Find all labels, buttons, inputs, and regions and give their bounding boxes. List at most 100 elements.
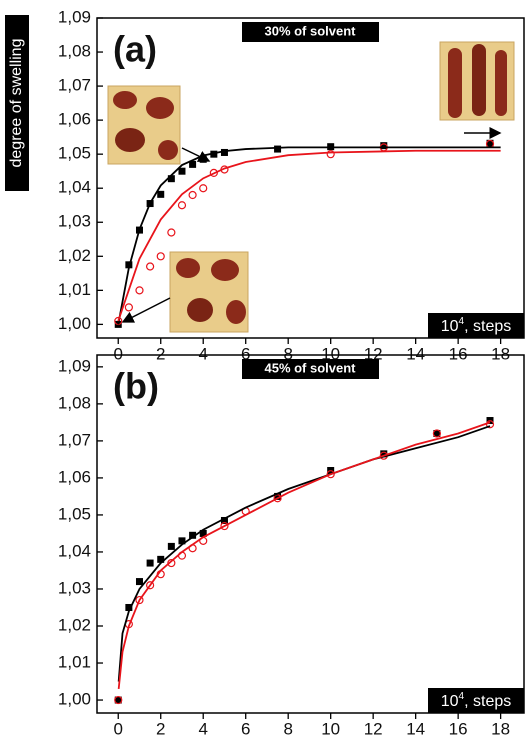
x-tick-label: 0 bbox=[114, 344, 123, 363]
x-label: 104, steps bbox=[441, 691, 512, 711]
square-marker bbox=[274, 145, 282, 153]
y-tick-label: 1,06 bbox=[58, 110, 91, 129]
fit-line bbox=[117, 425, 491, 682]
x-label-part: 4 bbox=[459, 691, 465, 702]
y-tick-label: 1,03 bbox=[58, 212, 91, 231]
y-label-box bbox=[5, 15, 29, 191]
y-tick-label: 1,03 bbox=[58, 578, 91, 597]
y-tick-label: 1,08 bbox=[58, 393, 91, 412]
circle-marker bbox=[114, 316, 123, 326]
square-marker bbox=[114, 696, 122, 704]
y-tick-label: 1,07 bbox=[58, 430, 91, 449]
circle-marker bbox=[177, 201, 187, 210]
x-tick-label: 6 bbox=[241, 344, 250, 363]
fit-line bbox=[117, 149, 501, 322]
y-tick-label: 1,04 bbox=[58, 178, 91, 197]
x-label: 104, steps bbox=[441, 316, 512, 336]
y-tick-label: 1,08 bbox=[58, 42, 91, 61]
x-tick-label: 12 bbox=[364, 719, 383, 738]
square-marker bbox=[199, 529, 207, 537]
x-label-part: , steps bbox=[464, 693, 511, 710]
y-tick-label: 1,09 bbox=[58, 7, 91, 26]
square-marker bbox=[199, 155, 207, 163]
x-tick-label: 18 bbox=[491, 344, 510, 363]
x-tick-label: 4 bbox=[198, 719, 207, 738]
x-tick-label: 2 bbox=[156, 719, 165, 738]
square-marker bbox=[486, 139, 494, 147]
annotation: 30% of solvent bbox=[264, 23, 356, 38]
circle-marker bbox=[156, 252, 165, 261]
circle-marker bbox=[326, 150, 335, 159]
fit-line bbox=[117, 421, 491, 690]
y-tick-label: 1,05 bbox=[58, 504, 91, 523]
x-tick-label: 2 bbox=[156, 344, 165, 363]
square-marker bbox=[167, 175, 175, 183]
square-marker bbox=[189, 531, 197, 539]
square-marker bbox=[380, 142, 388, 150]
y-tick-label: 1,04 bbox=[58, 541, 91, 560]
circle-marker bbox=[146, 262, 155, 271]
y-tick-label: 1,06 bbox=[58, 467, 91, 486]
square-marker bbox=[157, 190, 165, 198]
circle-marker bbox=[432, 429, 442, 438]
x-tick-label: 16 bbox=[449, 719, 468, 738]
y-tick-label: 1,02 bbox=[58, 246, 91, 265]
fit-line bbox=[117, 146, 501, 325]
x-label-part: 10 bbox=[441, 318, 459, 335]
square-marker bbox=[189, 160, 197, 168]
x-tick-label: 0 bbox=[114, 719, 123, 738]
circle-marker bbox=[188, 190, 197, 200]
circle-marker bbox=[273, 494, 282, 503]
y-tick-label: 1,02 bbox=[58, 615, 91, 634]
circle-marker bbox=[167, 558, 176, 568]
x-label-part: 10 bbox=[441, 693, 459, 710]
circle-marker bbox=[135, 595, 144, 605]
square-marker bbox=[274, 492, 282, 500]
square-marker bbox=[178, 167, 186, 175]
x-tick-label: 4 bbox=[198, 344, 207, 363]
x-tick-label: 12 bbox=[364, 344, 383, 363]
circle-marker bbox=[124, 303, 133, 312]
square-marker bbox=[167, 542, 175, 550]
x-tick-label: 8 bbox=[283, 719, 292, 738]
y-label: degree of swelling bbox=[8, 39, 25, 168]
annotation-box bbox=[242, 22, 379, 42]
circle-marker bbox=[135, 286, 144, 295]
x-tick-label: 16 bbox=[449, 344, 468, 363]
circle-marker bbox=[167, 228, 176, 237]
x-label-part: 4 bbox=[459, 316, 465, 327]
circle-marker bbox=[146, 581, 155, 590]
y-tick-label: 1,07 bbox=[58, 76, 91, 95]
circle-marker bbox=[199, 184, 208, 193]
y-tick-label: 1,05 bbox=[58, 144, 91, 163]
annotation-box bbox=[242, 359, 379, 379]
x-tick-label: 8 bbox=[283, 344, 292, 363]
square-marker bbox=[178, 537, 186, 545]
plot-frame bbox=[96, 17, 525, 339]
x-label-box bbox=[428, 313, 524, 338]
square-marker bbox=[380, 450, 388, 458]
square-marker bbox=[220, 148, 228, 156]
x-tick-label: 10 bbox=[321, 344, 340, 363]
circle-marker bbox=[209, 168, 218, 177]
y-tick-label: 1,01 bbox=[58, 280, 91, 299]
y-tick-label: 1,01 bbox=[58, 653, 91, 672]
plot-frame bbox=[96, 354, 525, 714]
panel-label: (a) bbox=[113, 29, 157, 70]
square-marker bbox=[125, 603, 133, 611]
cube-inset bbox=[107, 41, 515, 333]
y-tick-label: 1,00 bbox=[58, 690, 91, 709]
x-tick-label: 18 bbox=[491, 719, 510, 738]
square-marker bbox=[146, 559, 154, 567]
annotation: 45% of solvent bbox=[264, 360, 356, 375]
square-marker bbox=[157, 555, 165, 563]
circle-marker bbox=[326, 470, 335, 479]
square-marker bbox=[220, 516, 228, 524]
y-tick-label: 1,09 bbox=[58, 356, 91, 375]
panel-label: (b) bbox=[113, 366, 159, 407]
x-tick-label: 14 bbox=[406, 719, 425, 738]
x-tick-label: 10 bbox=[321, 719, 340, 738]
x-label-part: , steps bbox=[464, 318, 511, 335]
